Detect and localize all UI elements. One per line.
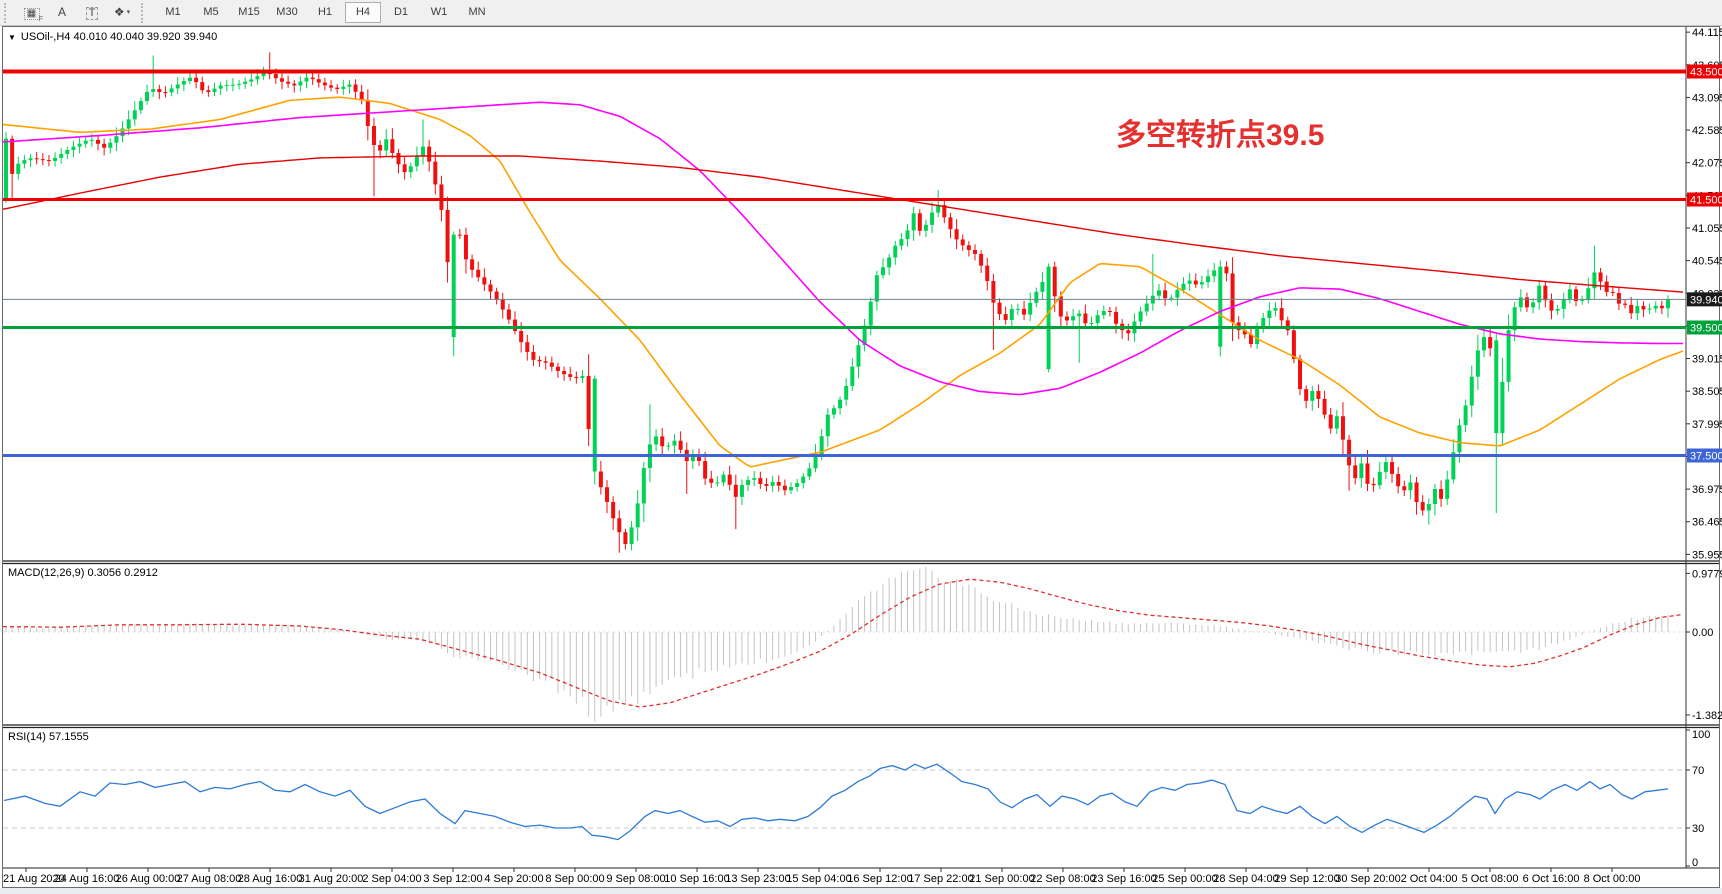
rsi-tick: 100 [1692,729,1710,741]
price-tick: 42.585 [1692,125,1722,137]
price-tick: 37.995 [1692,419,1722,431]
time-label: 30 Sep 20:00 [1335,873,1400,885]
time-label: 17 Sep 22:00 [908,873,973,885]
price-tick: 41.055 [1692,223,1722,235]
chart-title: ▼ USOil-,H4 40.010 40.040 39.920 39.940 [8,31,217,43]
time-label: 29 Sep 12:00 [1274,873,1339,885]
price-tick: 39.015 [1692,354,1722,366]
chart-annotation: 多空转折点39.5 [1116,119,1325,152]
time-label: 3 Sep 12:00 [423,873,482,885]
time-label: 31 Aug 20:00 [299,873,364,885]
price-tick: 44.115 [1692,27,1722,39]
templates-grid-icon[interactable]: ▦ F [19,4,45,24]
price-badge-43.500 [1687,64,1722,79]
toolbar-drag-handle[interactable] [4,2,13,23]
price-tick: 43.095 [1692,92,1722,104]
rsi-tick: 30 [1692,823,1704,835]
price-tick: 36.465 [1692,517,1722,529]
time-label: 8 Oct 00:00 [1584,873,1641,885]
time-label: 10 Sep 16:00 [664,873,729,885]
time-axis[interactable] [25,868,1613,872]
price-badge-text: 39.500 [1690,323,1722,335]
price-badge-text: 39.940 [1690,294,1722,306]
timeframe-D1[interactable]: D1 [393,6,409,18]
chevron-down-icon[interactable]: ▼ [8,33,16,42]
timeframe-MN[interactable]: MN [468,6,486,18]
time-label: 2 Oct 04:00 [1401,873,1458,885]
rsi-tick: 70 [1692,765,1704,777]
text-label-icon[interactable]: T [79,3,105,23]
time-label: 9 Sep 08:00 [606,873,665,885]
rsi-pane [3,763,1686,841]
price-badge-text: 43.500 [1690,67,1722,79]
macd-tick: -1.382 [1692,710,1722,722]
price-tick: 36.975 [1692,484,1722,496]
time-label: 27 Aug 08:00 [177,873,242,885]
price-badge-text: 41.500 [1690,195,1722,207]
time-label: 22 Sep 08:00 [1030,873,1095,885]
macd-indicator-label: MACD(12,26,9) 0.3056 0.2912 [8,567,158,579]
draw-shapes-icon[interactable]: ❖ ▾ [113,4,131,19]
rsi-indicator-label: RSI(14) 57.1555 [8,731,89,743]
time-label: 23 Sep 16:00 [1091,873,1156,885]
rsi-tick: 0 [1692,857,1698,869]
timeframe-M5[interactable]: M5 [203,6,219,18]
price-tick: 38.505 [1692,386,1722,398]
time-label: 15 Sep 04:00 [786,873,851,885]
price-badge-37.500 [1687,448,1722,463]
timeframe-H4[interactable]: H4 [345,2,381,23]
time-label: 25 Sep 00:00 [1152,873,1217,885]
chart-title-text: USOil-,H4 40.010 40.040 39.920 39.940 [20,31,218,43]
macd-tick: 0.00 [1692,627,1713,639]
price-badge-39.500 [1687,320,1722,335]
insert-text-icon[interactable]: A [57,4,66,19]
price-tick: 35.955 [1692,549,1722,561]
time-label: 6 Oct 16:00 [1523,873,1580,885]
timeframe-M1[interactable]: M1 [165,6,181,18]
price-badge-39.940 [1687,292,1722,307]
time-label: 28 Aug 16:00 [238,873,303,885]
toolbar: ▦ F A T ❖ ▾ M1 M5 M15 M30 H1 H4 D1 W1 MN [0,0,1722,26]
timeframe-H1[interactable]: H1 [317,6,333,18]
time-label: 8 Sep 00:00 [545,873,604,885]
timeframe-M30[interactable]: M30 [276,6,298,18]
main-pane [3,52,1684,553]
time-label: 2 Sep 04:00 [362,873,421,885]
time-label: 24 Aug 16:00 [55,873,120,885]
time-label: 28 Sep 04:00 [1213,873,1278,885]
time-label: 13 Sep 23:00 [725,873,790,885]
macd-pane [3,566,1686,722]
timeframe-M15[interactable]: M15 [238,6,260,18]
macd-tick: 0.9779 [1692,568,1722,580]
price-badge-text: 37.500 [1690,451,1722,463]
time-label: 16 Sep 12:00 [847,873,912,885]
time-label: 21 Aug 2020 [3,873,65,885]
time-label: 4 Sep 20:00 [484,873,543,885]
time-label: 5 Oct 08:00 [1462,873,1519,885]
price-tick: 40.545 [1692,256,1722,268]
timeframe-W1[interactable]: W1 [430,6,448,18]
time-label: 21 Sep 00:00 [969,873,1034,885]
timeframes-drag-handle[interactable] [141,2,150,23]
time-label: 26 Aug 00:00 [116,873,181,885]
price-badge-41.500 [1687,192,1722,207]
price-tick: 42.075 [1692,158,1722,170]
